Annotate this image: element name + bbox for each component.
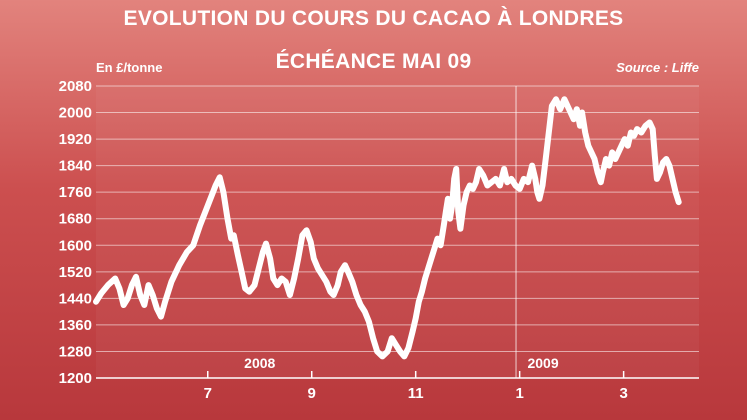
year-label: 2008 xyxy=(244,355,275,371)
y-tick-label: 1520 xyxy=(59,264,92,281)
year-label: 2009 xyxy=(527,355,558,371)
y-tick-label: 1760 xyxy=(59,184,92,201)
x-tick-label: 11 xyxy=(408,385,424,402)
plot-area xyxy=(96,86,699,378)
y-tick-label: 1840 xyxy=(59,158,92,175)
y-tick-label: 1600 xyxy=(59,237,92,254)
x-tick-label: 3 xyxy=(619,385,627,402)
y-tick-label: 1360 xyxy=(59,317,92,334)
y-tick-label: 2080 xyxy=(59,78,92,95)
y-tick-label: 1280 xyxy=(59,343,92,360)
chart-subtitle: ÉCHÉANCE MAI 09 xyxy=(275,50,472,73)
y-tick-label: 1200 xyxy=(59,370,92,387)
x-tick-label: 9 xyxy=(308,385,316,402)
x-tick-label: 1 xyxy=(515,385,523,402)
chart-title: EVOLUTION DU COURS DU CACAO À LONDRES xyxy=(123,7,624,30)
y-tick-label: 1920 xyxy=(59,131,92,148)
x-tick-label: 7 xyxy=(204,385,212,402)
y-tick-label: 1680 xyxy=(59,211,92,228)
price-series-line xyxy=(93,96,682,360)
y-axis-unit-label: En £/tonne xyxy=(96,60,163,75)
y-tick-label: 1440 xyxy=(59,290,92,307)
y-tick-label: 2000 xyxy=(59,105,92,122)
source-note: Source : Liffe xyxy=(616,60,699,75)
